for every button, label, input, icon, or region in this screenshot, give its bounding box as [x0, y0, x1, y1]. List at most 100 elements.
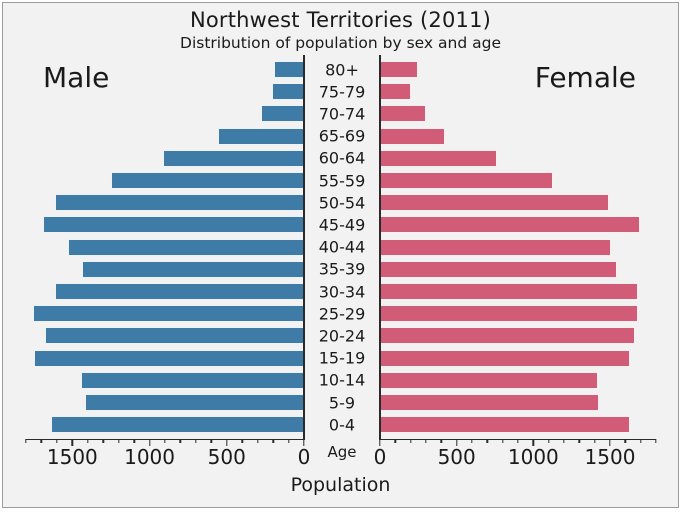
- minor-tick: [272, 439, 274, 443]
- minor-tick: [547, 439, 550, 443]
- minor-tick: [655, 439, 657, 443]
- male-bar-20-24: [44, 327, 304, 345]
- age-group-label: 15-19: [318, 348, 366, 368]
- minor-tick: [117, 439, 120, 443]
- female-bar-65-69: [380, 127, 446, 145]
- female-bar-30-34: [380, 283, 639, 300]
- tick-label: 500: [207, 445, 246, 469]
- male-bar-60-64: [163, 149, 304, 167]
- chart-title: Northwest Territories (2011): [189, 8, 492, 32]
- age-group-label: 5-9: [328, 393, 356, 412]
- minor-tick: [210, 439, 213, 443]
- male-bar-30-34: [55, 283, 304, 300]
- minor-tick: [164, 439, 166, 443]
- age-group-label: 80+: [325, 60, 359, 79]
- male-bar-80+: [273, 61, 304, 78]
- age-group-label: 30-34: [318, 282, 366, 301]
- age-group-label: 60-64: [318, 148, 366, 168]
- tick-label: 0: [297, 445, 311, 469]
- age-group-label: 20-24: [318, 326, 366, 346]
- minor-tick: [471, 439, 473, 443]
- major-tick: [226, 439, 228, 446]
- major-tick: [379, 439, 381, 446]
- female-bar-0-4: [380, 416, 630, 434]
- male-bar-45-49: [43, 216, 304, 234]
- female-bar-40-44: [380, 238, 611, 256]
- male-bar-15-19: [33, 349, 304, 367]
- male-bar-70-74: [260, 105, 304, 123]
- age-group-label: 45-49: [318, 215, 366, 235]
- age-group-label: 70-74: [318, 104, 366, 124]
- minor-tick: [102, 439, 104, 443]
- minor-tick: [394, 439, 397, 443]
- age-group-label: 25-29: [318, 304, 366, 324]
- major-tick: [71, 439, 74, 446]
- female-axes-panel: 0 500 1000 1500: [374, 55, 657, 469]
- female-bar-80+: [380, 61, 419, 78]
- minor-tick: [25, 439, 27, 443]
- male-bar-0-4: [51, 416, 304, 434]
- age-labels-column: 80+ 75-79 70-74 65-69 60-64 55-59 50-54 45-49 40…: [304, 55, 380, 439]
- minor-tick: [133, 439, 135, 443]
- male-bar-50-54: [54, 194, 304, 212]
- male-side-label: Male: [43, 61, 110, 94]
- female-bar-15-19: [380, 349, 630, 367]
- male-bar-75-79: [272, 83, 304, 101]
- tick-label: 0: [373, 445, 387, 469]
- major-tick: [455, 439, 458, 446]
- female-bar-20-24: [380, 327, 635, 345]
- major-tick: [303, 439, 305, 446]
- minor-tick: [624, 439, 627, 443]
- female-bar-60-64: [380, 149, 497, 167]
- male-bar-55-59: [110, 172, 304, 189]
- minor-tick: [486, 439, 489, 443]
- age-group-label: 0-4: [328, 415, 356, 435]
- x-axis-label: Population: [290, 474, 391, 496]
- age-group-label: 55-59: [318, 171, 366, 190]
- minor-tick: [425, 439, 427, 443]
- minor-tick: [241, 439, 243, 443]
- tick-label: 1000: [124, 445, 175, 469]
- age-group-label: 50-54: [318, 193, 366, 213]
- female-bar-75-79: [380, 83, 411, 101]
- chart-subtitle: Distribution of population by sex and ag…: [180, 34, 501, 52]
- major-tick: [532, 439, 535, 446]
- female-bar-10-14: [380, 371, 598, 389]
- tick-label: 500: [437, 445, 476, 469]
- age-group-label: 10-14: [318, 370, 366, 390]
- female-zero-axis-spine: [379, 55, 381, 440]
- tick-label: 1500: [46, 445, 98, 469]
- minor-tick: [256, 439, 259, 443]
- male-bar-65-69: [218, 127, 304, 145]
- minor-tick: [195, 439, 197, 443]
- minor-tick: [179, 439, 182, 443]
- age-group-label: 35-39: [318, 259, 366, 279]
- male-bar-35-39: [81, 260, 304, 278]
- age-group-label: 75-79: [318, 82, 366, 102]
- minor-tick: [639, 439, 642, 443]
- male-bar-25-29: [32, 305, 304, 323]
- tick-label: 1500: [584, 445, 636, 469]
- female-bar-5-9: [380, 394, 600, 411]
- female-bar-45-49: [380, 216, 640, 234]
- female-bar-70-74: [380, 105, 426, 123]
- minor-tick: [517, 439, 519, 443]
- minor-tick: [578, 439, 581, 443]
- major-tick: [609, 439, 611, 446]
- age-group-label: 65-69: [318, 126, 366, 146]
- male-axes-panel: 0 500 1000 1500: [25, 55, 310, 469]
- population-pyramid-figure: Northwest Territories (2011) Distributio…: [2, 2, 679, 508]
- minor-tick: [440, 439, 443, 443]
- minor-tick: [56, 439, 58, 443]
- minor-tick: [87, 439, 89, 443]
- tick-label: 1000: [507, 445, 559, 469]
- minor-tick: [40, 439, 43, 443]
- male-bar-5-9: [84, 394, 304, 411]
- minor-tick: [287, 439, 290, 443]
- minor-tick: [501, 439, 504, 443]
- female-bar-50-54: [380, 194, 610, 212]
- female-bar-25-29: [380, 305, 639, 323]
- male-bar-10-14: [80, 371, 304, 389]
- age-group-label: 40-44: [318, 237, 366, 257]
- age-axis-label: Age: [327, 443, 357, 461]
